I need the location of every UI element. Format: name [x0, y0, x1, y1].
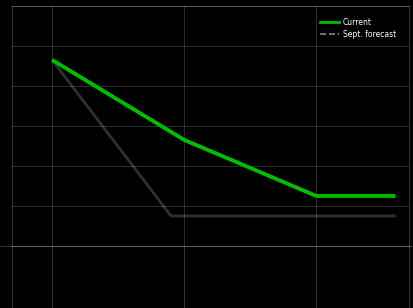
- Legend: Current, Sept. forecast: Current, Sept. forecast: [319, 17, 397, 40]
